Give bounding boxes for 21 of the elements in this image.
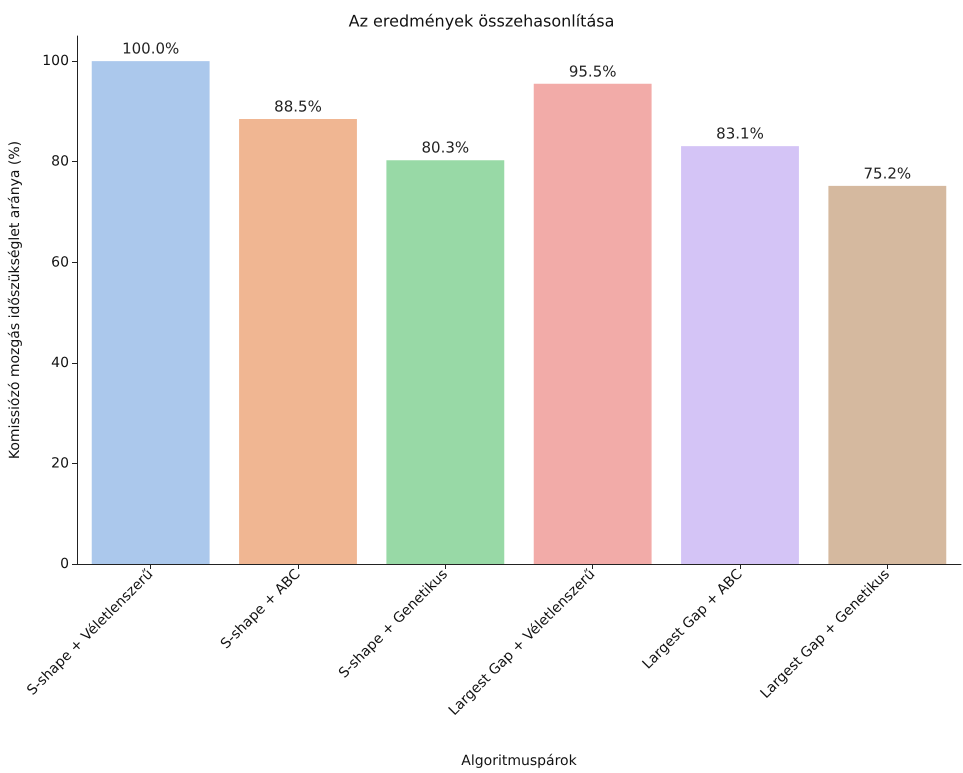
y-tick-label: 20 xyxy=(51,455,69,472)
bar xyxy=(239,118,357,564)
chart-title: Az eredmények összehasonlítása xyxy=(348,12,614,30)
y-tick-label: 0 xyxy=(60,556,69,572)
data-label: 88.5% xyxy=(274,97,322,116)
y-axis-title: Komissiózó mozgás időszükséglet aránya (%) xyxy=(7,140,23,460)
y-tick-label: 40 xyxy=(51,354,69,371)
y-tick-label: 60 xyxy=(51,254,69,270)
data-label: 95.5% xyxy=(568,62,616,80)
bar xyxy=(681,146,799,564)
data-label: 75.2% xyxy=(864,164,912,182)
bar xyxy=(386,160,504,564)
data-label: 83.1% xyxy=(716,124,764,143)
bar xyxy=(534,84,652,564)
bar xyxy=(92,61,210,564)
x-axis-title: Algoritmuspárok xyxy=(461,753,578,769)
data-label: 100.0% xyxy=(122,40,180,58)
y-tick-label: 80 xyxy=(51,154,69,170)
bar xyxy=(828,186,946,564)
y-tick-label: 100 xyxy=(42,53,69,70)
data-label: 80.3% xyxy=(422,138,470,157)
